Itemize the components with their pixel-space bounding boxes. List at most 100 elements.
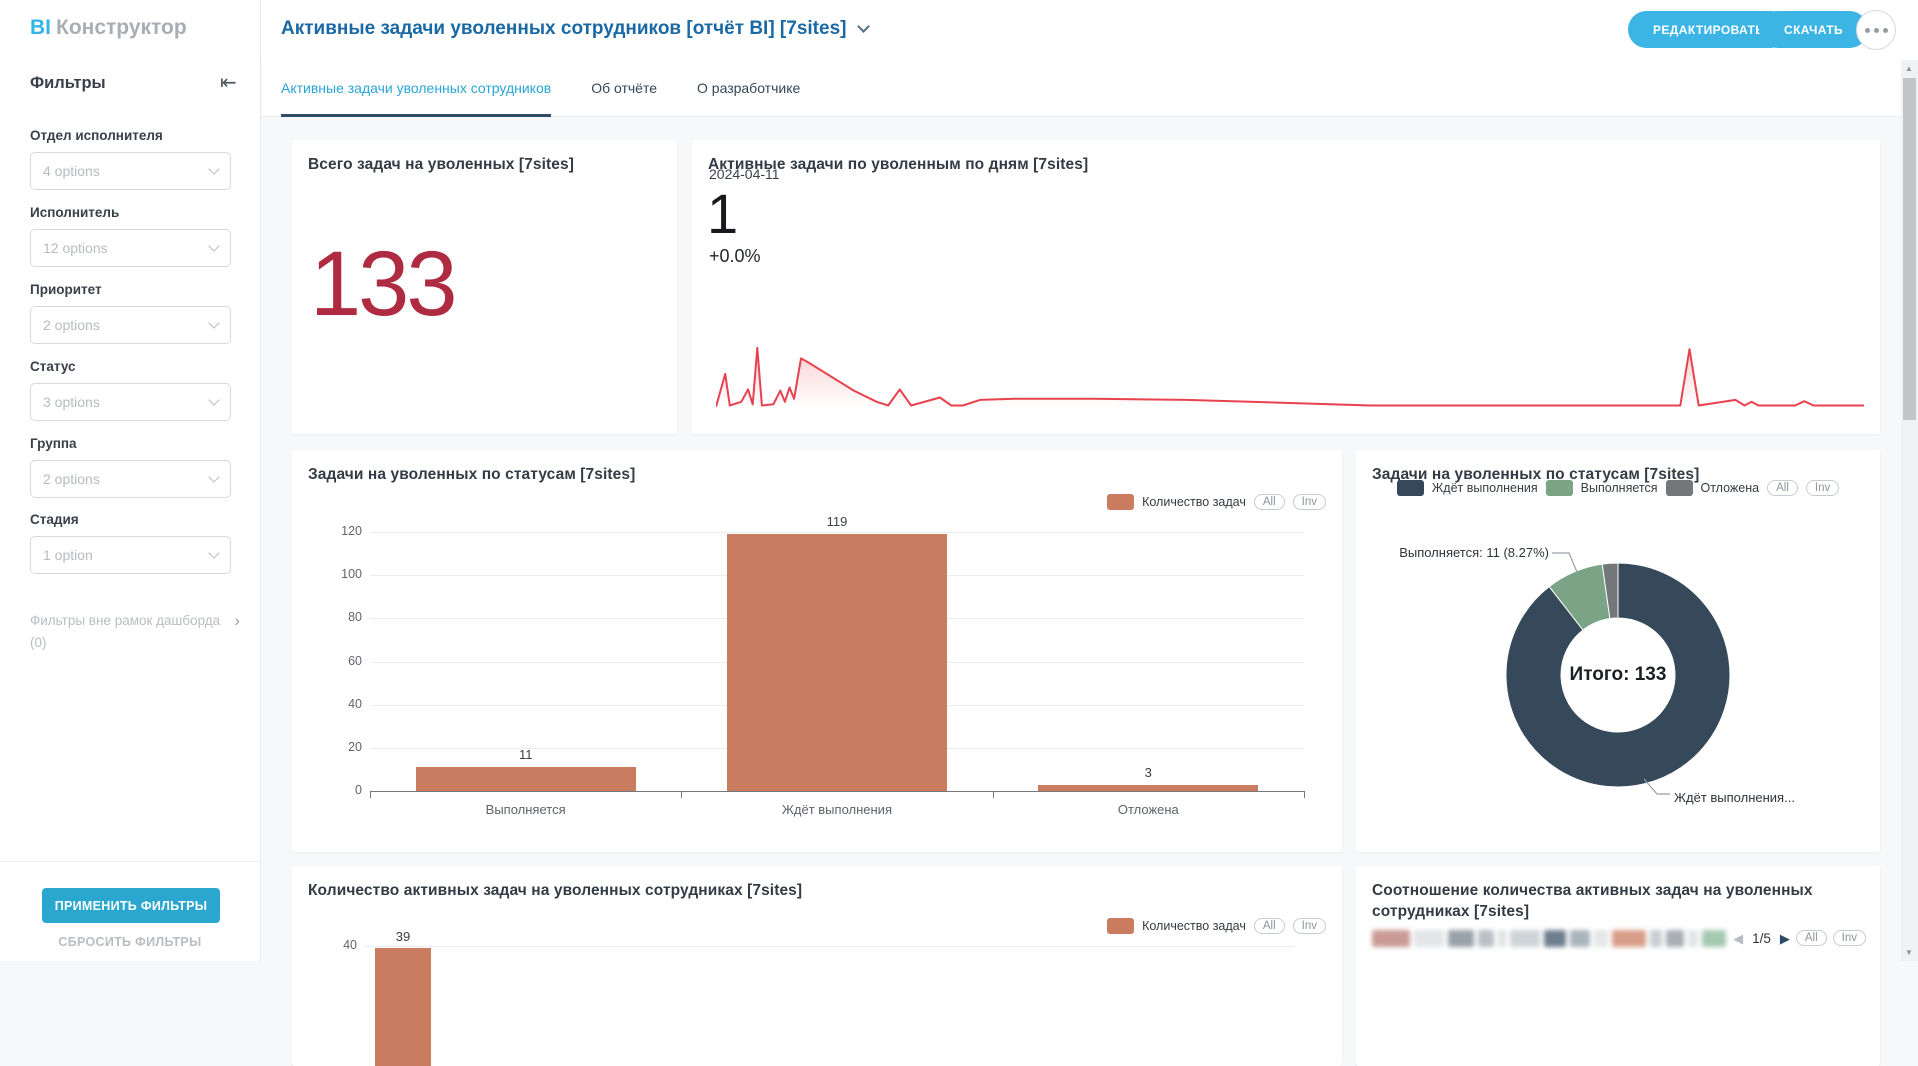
department-select[interactable]: 4 options: [30, 152, 231, 190]
select-value: 2 options: [43, 317, 100, 333]
legend-label-deferred[interactable]: Отложена: [1700, 481, 1760, 495]
legend-label-running[interactable]: Выполняется: [1580, 481, 1658, 495]
scrollbar-thumb[interactable]: [1903, 78, 1916, 420]
card-tasks-ratio: Соотношение количества активных задач на…: [1356, 866, 1880, 1066]
tab-about-report[interactable]: Об отчёте: [591, 80, 657, 96]
legend-label[interactable]: Количество задач: [1142, 495, 1246, 509]
blurred-legend-chip: [1666, 929, 1684, 947]
legend-prev-page-button[interactable]: ◀: [1733, 930, 1744, 946]
legend-all-button[interactable]: All: [1795, 930, 1827, 946]
legend-swatch[interactable]: [1107, 494, 1135, 510]
chevron-right-icon: ›: [234, 611, 240, 630]
status-select[interactable]: 3 options: [30, 383, 231, 421]
logo-bi: BI: [30, 16, 51, 39]
legend-label-waiting[interactable]: Ждёт выполнения: [1431, 481, 1538, 495]
select-value: 4 options: [43, 163, 100, 179]
blurred-legend-chip: [1372, 929, 1410, 947]
assignee-select[interactable]: 12 options: [30, 229, 231, 267]
legend-all-button[interactable]: All: [1253, 494, 1285, 510]
legend-all-button[interactable]: All: [1767, 480, 1798, 496]
legend-inv-button[interactable]: Inv: [1832, 930, 1866, 946]
donut-total-label: Итого: 133: [1569, 664, 1667, 685]
legend-swatch-running[interactable]: [1545, 480, 1573, 496]
bar-Ждёт выполнения[interactable]: [727, 534, 947, 791]
legend-label[interactable]: Количество задач: [1142, 919, 1246, 933]
y-axis-tick-label: 0: [355, 783, 362, 797]
stage-select[interactable]: 1 option: [30, 536, 231, 574]
bar-value-label: 3: [1144, 764, 1152, 780]
bar-0[interactable]: [375, 948, 431, 1066]
logo-product: Конструктор: [56, 16, 187, 39]
chevron-down-icon: [208, 240, 220, 252]
filter-group-priority: Приоритет 2 options: [30, 282, 231, 344]
app-logo: BI Конструктор: [30, 16, 187, 40]
category-label: Ждёт выполнения: [781, 802, 892, 817]
x-axis-line: [370, 791, 1304, 792]
x-axis-tick: [370, 791, 371, 798]
chart-legend: Количество задач All Inv: [1107, 494, 1326, 510]
select-value: 1 option: [43, 547, 93, 563]
dot-icon: [1864, 27, 1870, 33]
donut-chart: [1505, 552, 1731, 795]
legend-swatch-waiting[interactable]: [1396, 480, 1424, 496]
y-axis-tick-label: 120: [341, 524, 362, 538]
card-title: Задачи на уволенных по статусам [7sites]: [308, 466, 636, 483]
legend-all-button[interactable]: All: [1253, 918, 1285, 934]
legend-inv-button[interactable]: Inv: [1292, 918, 1326, 934]
chevron-down-icon: [208, 317, 220, 329]
report-title-text: Активные задачи уволенных сотрудников [о…: [281, 18, 847, 39]
tabs-bar: Активные задачи уволенных сотрудников Об…: [262, 60, 1901, 117]
group-select[interactable]: 2 options: [30, 460, 231, 498]
legend-swatch-deferred[interactable]: [1665, 480, 1693, 496]
select-value: 12 options: [43, 240, 108, 256]
blurred-legend-chip: [1702, 929, 1726, 947]
vertical-scrollbar[interactable]: ▲ ▼: [1901, 60, 1918, 961]
bar-value-label: 11: [518, 747, 533, 763]
sparkline-chart: [716, 346, 1864, 408]
filter-group-assignee: Исполнитель 12 options: [30, 205, 231, 267]
legend-inv-button[interactable]: Inv: [1805, 480, 1840, 496]
blurred-legend-chip: [1510, 929, 1540, 947]
legend-swatch[interactable]: [1107, 918, 1135, 934]
category-label: Выполняется: [485, 802, 566, 817]
daily-value: 1: [707, 182, 739, 245]
bar-Выполняется[interactable]: [415, 767, 636, 791]
x-axis-tick: [681, 791, 683, 798]
blurred-legend-chip: [1688, 929, 1698, 947]
filter-group-department: Отдел исполнителя 4 options: [30, 128, 231, 190]
blurred-legend-chip: [1414, 929, 1444, 947]
bar-Отложена[interactable]: [1038, 784, 1259, 791]
outside-dashboard-filters[interactable]: Фильтры вне рамок дашборда (0) ›: [30, 610, 240, 654]
sidebar-footer: ПРИМЕНИТЬ ФИЛЬТРЫ СБРОСИТЬ ФИЛЬТРЫ: [0, 861, 260, 961]
blurred-legend-chip: [1570, 929, 1590, 947]
filter-group-stage: Стадия 1 option: [30, 512, 231, 574]
scroll-down-icon[interactable]: ▼: [1905, 948, 1913, 957]
chart-legend: Количество задач All Inv: [1107, 918, 1326, 934]
donut-slice-Отложена[interactable]: [1601, 562, 1619, 620]
more-options-button[interactable]: [1856, 10, 1896, 50]
reset-filters-button[interactable]: СБРОСИТЬ ФИЛЬТРЫ: [58, 935, 202, 949]
apply-filters-button[interactable]: ПРИМЕНИТЬ ФИЛЬТРЫ: [42, 888, 220, 923]
tab-active-tasks[interactable]: Активные задачи уволенных сотрудников: [281, 60, 552, 117]
x-axis-tick: [1304, 791, 1305, 798]
download-button[interactable]: СКАЧАТЬ: [1759, 11, 1868, 48]
donut-slice-Ждёт выполнения[interactable]: [1505, 562, 1731, 788]
report-title[interactable]: Активные задачи уволенных сотрудников [о…: [281, 18, 871, 40]
chart-legend: Ждёт выполнения Выполняется Отложена All…: [1356, 480, 1880, 496]
dot-icon: [1873, 27, 1879, 33]
collapse-sidebar-icon[interactable]: ⇤: [220, 72, 237, 94]
scroll-up-icon[interactable]: ▲: [1905, 64, 1913, 73]
legend-next-page-button[interactable]: ▶: [1779, 930, 1790, 946]
kpi-value: 133: [310, 233, 457, 335]
legend-inv-button[interactable]: Inv: [1292, 494, 1326, 510]
blurred-legend: [1372, 929, 1727, 947]
priority-select[interactable]: 2 options: [30, 306, 231, 344]
select-value: 3 options: [43, 394, 100, 410]
filter-label: Стадия: [30, 512, 79, 527]
chevron-down-icon: [857, 20, 871, 33]
y-axis-tick-label: 60: [348, 653, 362, 668]
y-axis-tick-label: 100: [341, 567, 362, 582]
tab-about-developer[interactable]: О разработчике: [697, 80, 801, 96]
paged-legend-row: ◀ 1/5 ▶ All Inv: [1372, 928, 1866, 948]
sparkline-path: [716, 346, 1864, 408]
